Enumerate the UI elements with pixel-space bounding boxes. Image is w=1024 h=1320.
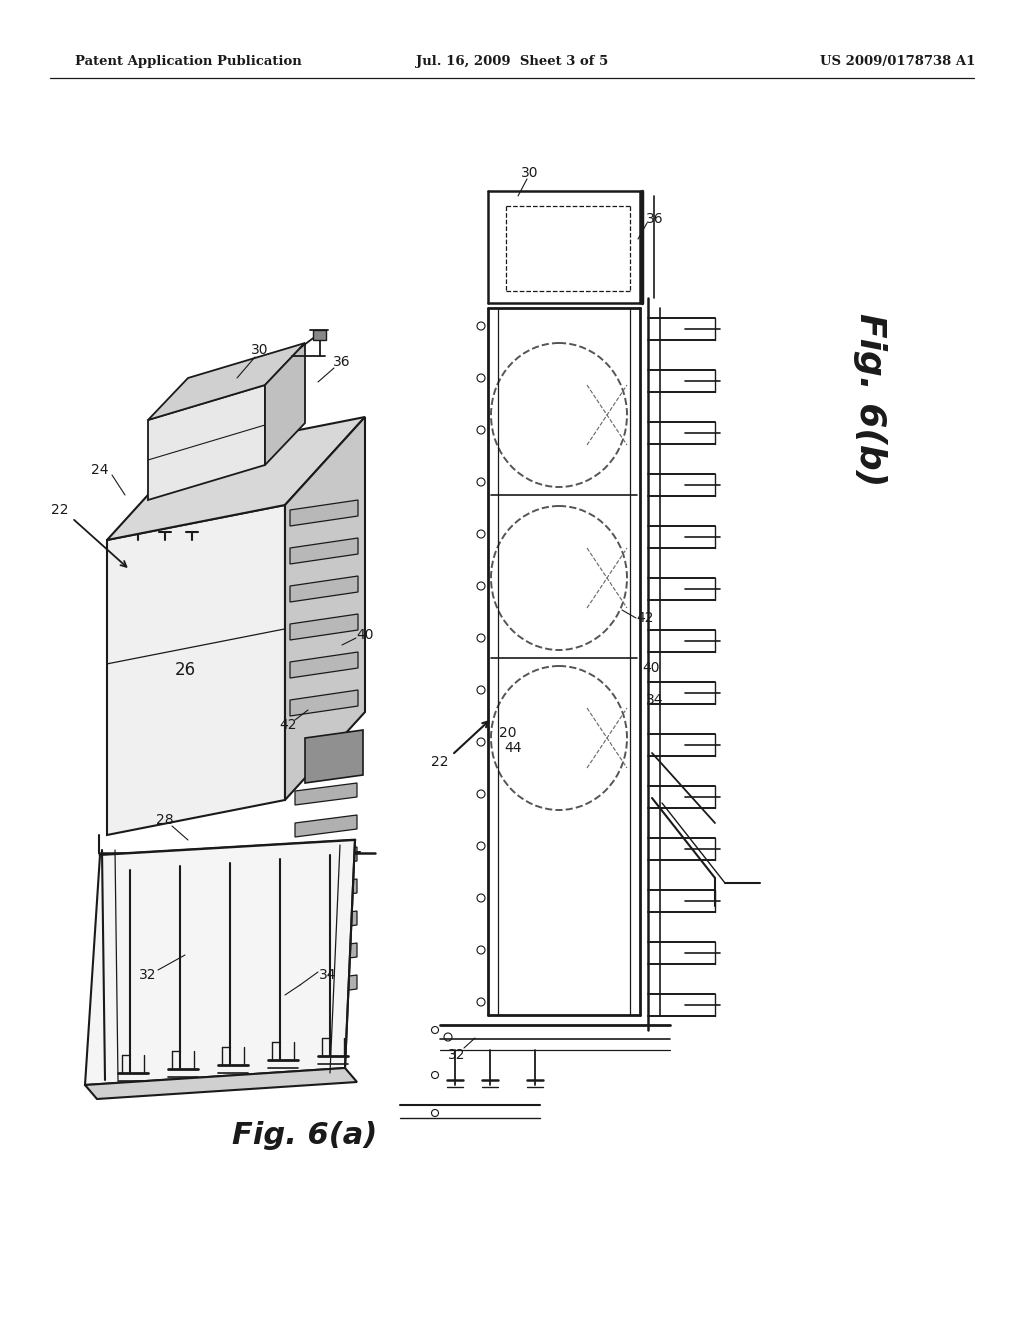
Polygon shape — [265, 343, 305, 465]
Polygon shape — [148, 385, 265, 500]
Polygon shape — [106, 417, 365, 540]
Polygon shape — [290, 652, 358, 678]
Text: US 2009/0178738 A1: US 2009/0178738 A1 — [820, 55, 976, 69]
Polygon shape — [290, 576, 358, 602]
Polygon shape — [290, 614, 358, 640]
Text: 42: 42 — [636, 611, 653, 624]
Polygon shape — [313, 330, 326, 341]
Polygon shape — [85, 840, 355, 1085]
Text: Patent Application Publication: Patent Application Publication — [75, 55, 302, 69]
Text: 20: 20 — [500, 726, 517, 741]
Polygon shape — [295, 911, 357, 933]
Text: 40: 40 — [356, 628, 374, 642]
Polygon shape — [290, 500, 358, 525]
Polygon shape — [285, 417, 365, 800]
Text: Fig. 6(a): Fig. 6(a) — [232, 1121, 378, 1150]
Polygon shape — [295, 783, 357, 805]
Text: 34: 34 — [319, 968, 337, 982]
Polygon shape — [290, 690, 358, 715]
Text: Fig. 6(b): Fig. 6(b) — [853, 313, 887, 487]
Text: 34: 34 — [646, 693, 664, 708]
Text: 36: 36 — [646, 213, 664, 226]
Text: 42: 42 — [280, 718, 297, 733]
Polygon shape — [85, 1068, 357, 1100]
Polygon shape — [305, 730, 362, 783]
Text: 32: 32 — [139, 968, 157, 982]
Text: 22: 22 — [431, 755, 449, 770]
Polygon shape — [295, 814, 357, 837]
Polygon shape — [290, 539, 358, 564]
Text: 40: 40 — [642, 661, 659, 675]
Text: 44: 44 — [504, 741, 522, 755]
Text: 30: 30 — [521, 166, 539, 180]
Text: 28: 28 — [157, 813, 174, 828]
Text: 32: 32 — [449, 1048, 466, 1063]
Polygon shape — [295, 847, 357, 869]
Text: 22: 22 — [51, 503, 69, 517]
Text: 36: 36 — [333, 355, 351, 370]
Polygon shape — [106, 506, 285, 836]
Polygon shape — [295, 975, 357, 997]
Text: 26: 26 — [174, 661, 196, 678]
Polygon shape — [295, 879, 357, 902]
Text: 30: 30 — [251, 343, 268, 356]
Text: 24: 24 — [91, 463, 109, 477]
Polygon shape — [295, 942, 357, 965]
Polygon shape — [148, 343, 305, 420]
Text: Jul. 16, 2009  Sheet 3 of 5: Jul. 16, 2009 Sheet 3 of 5 — [416, 55, 608, 69]
